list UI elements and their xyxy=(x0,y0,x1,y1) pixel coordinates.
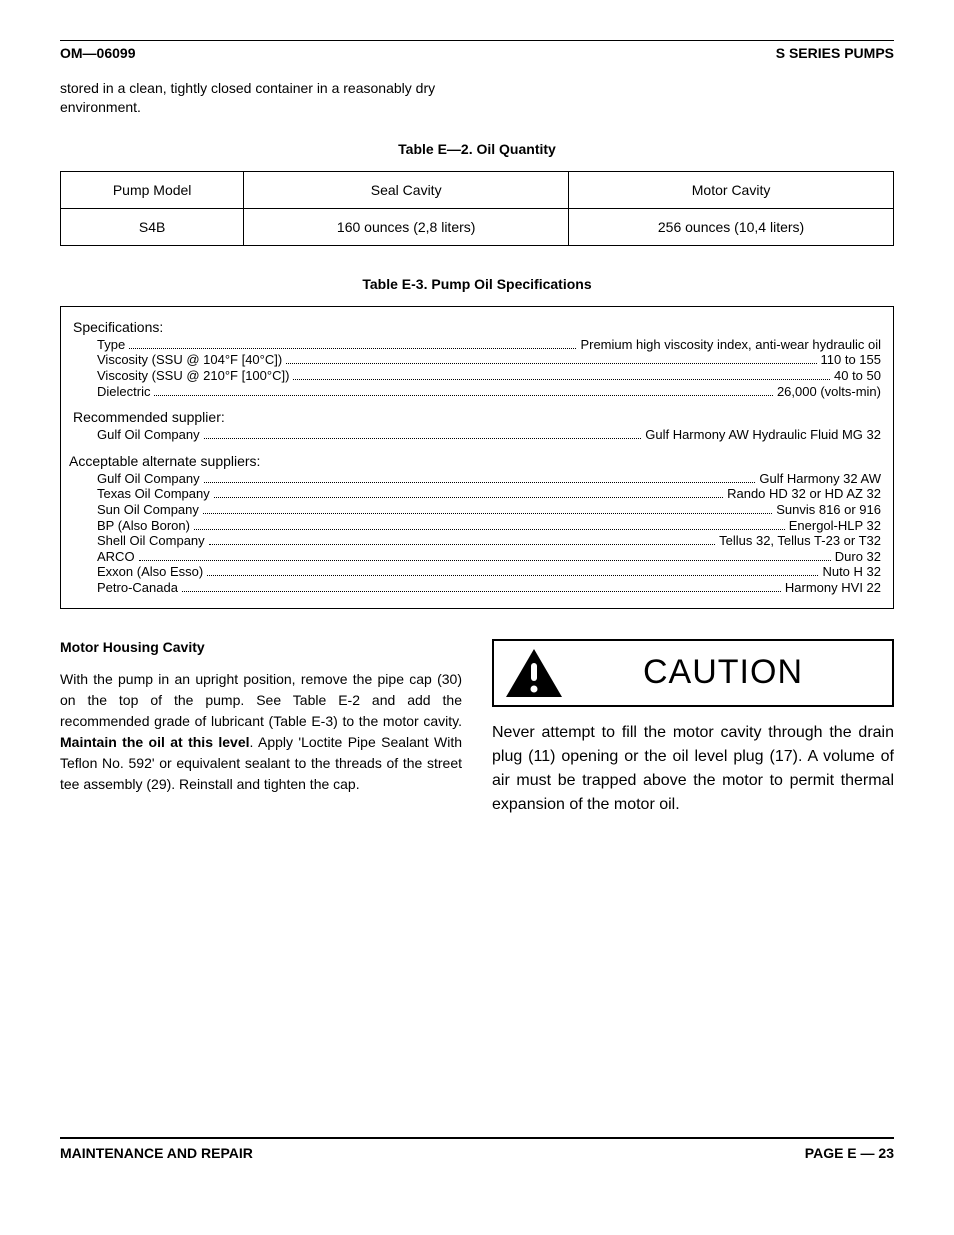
warning-triangle-icon xyxy=(504,647,564,699)
spec-line: Shell Oil CompanyTellus 32, Tellus T-23 … xyxy=(97,533,881,549)
intro-paragraph: stored in a clean, tightly closed contai… xyxy=(60,79,460,117)
caution-label: CAUTION xyxy=(564,653,882,692)
spec-line: ARCODuro 32 xyxy=(97,549,881,565)
spec-line: Viscosity (SSU @ 104°F [40°C])110 to 155 xyxy=(97,352,881,368)
spec-line: Exxon (Also Esso)Nuto H 32 xyxy=(97,564,881,580)
page-footer: MAINTENANCE AND REPAIR PAGE E — 23 xyxy=(60,1145,894,1161)
caution-box: CAUTION xyxy=(492,639,894,707)
two-column-section: Motor Housing Cavity With the pump in an… xyxy=(60,639,894,817)
table-e3-box: Specifications: TypePremium high viscosi… xyxy=(60,306,894,609)
header-rule xyxy=(60,40,894,41)
spec-line: Gulf Oil CompanyGulf Harmony AW Hydrauli… xyxy=(97,427,881,443)
table-e2-caption: Table E—2. Oil Quantity xyxy=(60,141,894,157)
left-column: Motor Housing Cavity With the pump in an… xyxy=(60,639,462,817)
spec-line: Texas Oil CompanyRando HD 32 or HD AZ 32 xyxy=(97,486,881,502)
table-e2: Pump Model Seal Cavity Motor Cavity S4B … xyxy=(60,171,894,246)
spec-line: BP (Also Boron)Energol-HLP 32 xyxy=(97,518,881,534)
table-e3-caption: Table E-3. Pump Oil Specifications xyxy=(60,276,894,292)
page-header: OM—06099 S SERIES PUMPS xyxy=(60,45,894,61)
header-right: S SERIES PUMPS xyxy=(776,45,894,61)
spec-line: Sun Oil CompanySunvis 816 or 916 xyxy=(97,502,881,518)
footer-right: PAGE E — 23 xyxy=(805,1145,894,1161)
spec-line: Viscosity (SSU @ 210°F [100°C])40 to 50 xyxy=(97,368,881,384)
caution-body: Never attempt to fill the motor cavity t… xyxy=(492,721,894,817)
th-pump-model: Pump Model xyxy=(61,171,244,208)
right-column: CAUTION Never attempt to fill the motor … xyxy=(492,639,894,817)
header-left: OM—06099 xyxy=(60,45,135,61)
alternate-heading: Acceptable alternate suppliers: xyxy=(69,453,881,469)
specs-heading: Specifications: xyxy=(73,319,881,335)
td-seal-cavity: 160 ounces (2,8 liters) xyxy=(244,208,569,245)
table-row: S4B 160 ounces (2,8 liters) 256 ounces (… xyxy=(61,208,894,245)
table-row: Pump Model Seal Cavity Motor Cavity xyxy=(61,171,894,208)
footer-rule xyxy=(60,1137,894,1139)
spec-line: TypePremium high viscosity index, anti-w… xyxy=(97,337,881,353)
th-seal-cavity: Seal Cavity xyxy=(244,171,569,208)
motor-housing-heading: Motor Housing Cavity xyxy=(60,639,462,655)
recommended-heading: Recommended supplier: xyxy=(73,409,881,425)
motor-housing-paragraph: With the pump in an upright position, re… xyxy=(60,669,462,795)
td-motor-cavity: 256 ounces (10,4 liters) xyxy=(569,208,894,245)
spec-line: Gulf Oil CompanyGulf Harmony 32 AW xyxy=(97,471,881,487)
footer-left: MAINTENANCE AND REPAIR xyxy=(60,1145,253,1161)
td-pump-model: S4B xyxy=(61,208,244,245)
spec-line: Dielectric26,000 (volts-min) xyxy=(97,384,881,400)
th-motor-cavity: Motor Cavity xyxy=(569,171,894,208)
spec-line: Petro-CanadaHarmony HVI 22 xyxy=(97,580,881,596)
